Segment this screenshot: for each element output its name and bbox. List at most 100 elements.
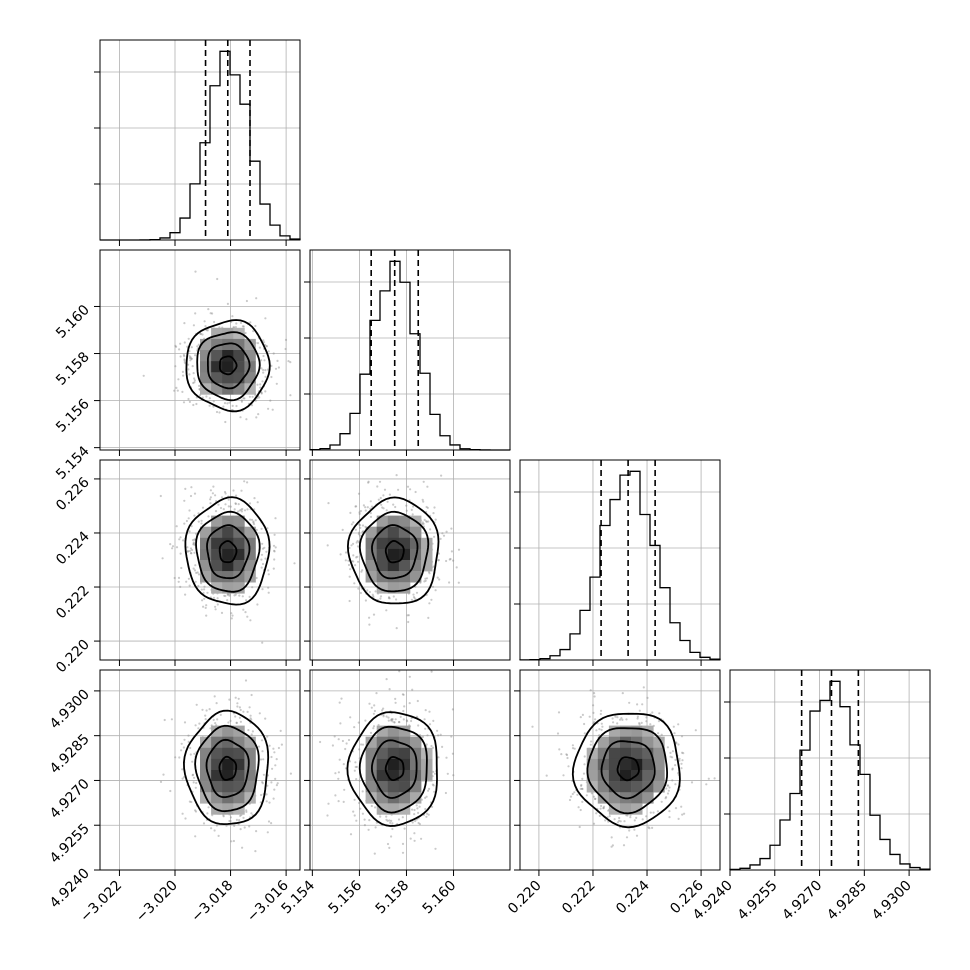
scatter-point bbox=[363, 824, 366, 827]
density-cell bbox=[597, 758, 610, 771]
scatter-point bbox=[635, 834, 639, 837]
density-cell bbox=[244, 747, 256, 760]
scatter-point bbox=[571, 792, 574, 796]
scatter-point bbox=[449, 557, 452, 561]
scatter-point bbox=[192, 543, 195, 546]
scatter-point bbox=[245, 599, 248, 602]
scatter-point bbox=[611, 844, 615, 847]
scatter-point bbox=[372, 727, 375, 730]
scatter-point bbox=[193, 377, 196, 380]
scatter-point bbox=[267, 591, 270, 594]
scatter-point bbox=[235, 721, 238, 724]
density-cell bbox=[244, 758, 256, 771]
scatter-point bbox=[364, 509, 367, 512]
scatter-point bbox=[265, 793, 268, 796]
scatter-point bbox=[209, 727, 212, 730]
density-cell bbox=[222, 736, 234, 749]
ytick-label-param-3-4: 4.9300 bbox=[47, 686, 93, 732]
scatter-point bbox=[240, 508, 243, 511]
scatter-point bbox=[188, 584, 191, 587]
scatter-point bbox=[437, 756, 440, 759]
scatter-point bbox=[581, 787, 584, 791]
scatter-point bbox=[242, 325, 245, 328]
scatter-point bbox=[414, 819, 417, 823]
scatter-point bbox=[248, 395, 251, 398]
xtick-label-param-1-1: 5.156 bbox=[326, 877, 366, 917]
scatter-point bbox=[373, 709, 376, 713]
scatter-point bbox=[246, 508, 249, 511]
density-cell bbox=[244, 338, 256, 351]
scatter-point bbox=[250, 693, 253, 697]
scatter-point bbox=[386, 842, 390, 846]
scatter-point bbox=[195, 703, 198, 706]
scatter-point bbox=[437, 559, 440, 562]
density-cell bbox=[222, 571, 234, 583]
scatter-point bbox=[390, 835, 393, 838]
scatter-point bbox=[188, 373, 191, 376]
scatter-point bbox=[386, 500, 389, 503]
scatter-point bbox=[274, 367, 278, 370]
scatter-point bbox=[358, 511, 361, 514]
scatter-point bbox=[333, 735, 336, 738]
density-cell bbox=[365, 526, 377, 539]
scatter-point bbox=[248, 825, 251, 828]
scatter-point bbox=[666, 792, 670, 795]
scatter-point bbox=[245, 809, 248, 812]
scatter-point bbox=[562, 774, 565, 777]
scatter-point bbox=[260, 558, 263, 561]
scatter-point bbox=[428, 787, 431, 791]
density-cell bbox=[200, 548, 212, 561]
scatter-point bbox=[455, 566, 458, 569]
scatter-point bbox=[240, 489, 243, 492]
density-cell bbox=[200, 560, 212, 572]
scatter-point bbox=[383, 488, 387, 491]
scatter-point bbox=[241, 507, 244, 511]
xtick-label-param-0-1: −3.020 bbox=[133, 878, 181, 926]
scatter-point bbox=[425, 505, 428, 509]
scatter-point bbox=[580, 787, 584, 790]
scatter-point bbox=[192, 372, 195, 375]
density-cell bbox=[200, 372, 212, 384]
scatter-point bbox=[602, 806, 605, 810]
scatter-point bbox=[183, 522, 186, 525]
scatter-point bbox=[583, 763, 586, 766]
density-cell bbox=[233, 582, 245, 594]
density-cell bbox=[365, 560, 377, 572]
scatter-point bbox=[427, 813, 430, 816]
scatter-point bbox=[222, 405, 225, 408]
scatter-point bbox=[200, 588, 203, 591]
scatter-point bbox=[191, 365, 194, 368]
scatter-point bbox=[192, 542, 195, 545]
frames-layer bbox=[94, 39, 931, 876]
scatter-point bbox=[677, 743, 680, 746]
scatter-point bbox=[452, 774, 455, 777]
scatter-point bbox=[159, 494, 162, 498]
scatter-point bbox=[348, 599, 351, 603]
scatter-point bbox=[622, 844, 626, 847]
scatter-point bbox=[344, 559, 347, 562]
scatter-point bbox=[613, 818, 616, 821]
density-cell bbox=[200, 338, 212, 351]
scatter-point bbox=[264, 390, 267, 393]
density-cell bbox=[233, 770, 245, 782]
scatter-point bbox=[424, 727, 427, 730]
scatter-point bbox=[250, 404, 254, 407]
density-cell bbox=[620, 781, 632, 793]
scatter-point bbox=[638, 722, 641, 725]
density-grid-3-0 bbox=[200, 725, 256, 815]
density-cell bbox=[233, 361, 245, 373]
scatter-point bbox=[352, 554, 355, 557]
scatter-point bbox=[641, 703, 644, 706]
scatter-point bbox=[251, 730, 254, 733]
scatter-point bbox=[142, 374, 145, 377]
ytick-label-param-2-1: 0.222 bbox=[53, 583, 93, 623]
scatter-point bbox=[620, 717, 623, 720]
scatter-point bbox=[638, 709, 641, 712]
scatter-point bbox=[188, 530, 191, 533]
scatter-point bbox=[379, 597, 382, 600]
contour-2-1-level-0 bbox=[384, 539, 405, 564]
density-cell bbox=[365, 537, 377, 550]
scatter-point bbox=[274, 517, 277, 520]
density-cell bbox=[387, 571, 400, 583]
scatter-point bbox=[368, 819, 371, 822]
